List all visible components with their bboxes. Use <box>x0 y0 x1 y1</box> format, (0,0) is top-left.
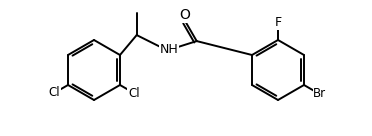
Text: Cl: Cl <box>48 86 60 100</box>
Text: O: O <box>179 8 190 22</box>
Text: Br: Br <box>313 87 326 100</box>
Text: Cl: Cl <box>128 86 140 100</box>
Text: F: F <box>275 16 282 30</box>
Text: NH: NH <box>159 43 178 56</box>
